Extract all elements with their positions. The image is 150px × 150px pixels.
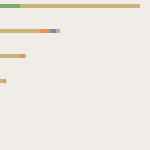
- Bar: [20, 4, 140, 8]
- Bar: [50, 29, 56, 33]
- Bar: [0, 54, 20, 58]
- Bar: [4, 79, 6, 83]
- Bar: [20, 54, 24, 58]
- Bar: [24, 54, 26, 58]
- Bar: [40, 29, 50, 33]
- Bar: [0, 79, 4, 83]
- Bar: [0, 29, 40, 33]
- Bar: [56, 29, 60, 33]
- Bar: [0, 4, 20, 8]
